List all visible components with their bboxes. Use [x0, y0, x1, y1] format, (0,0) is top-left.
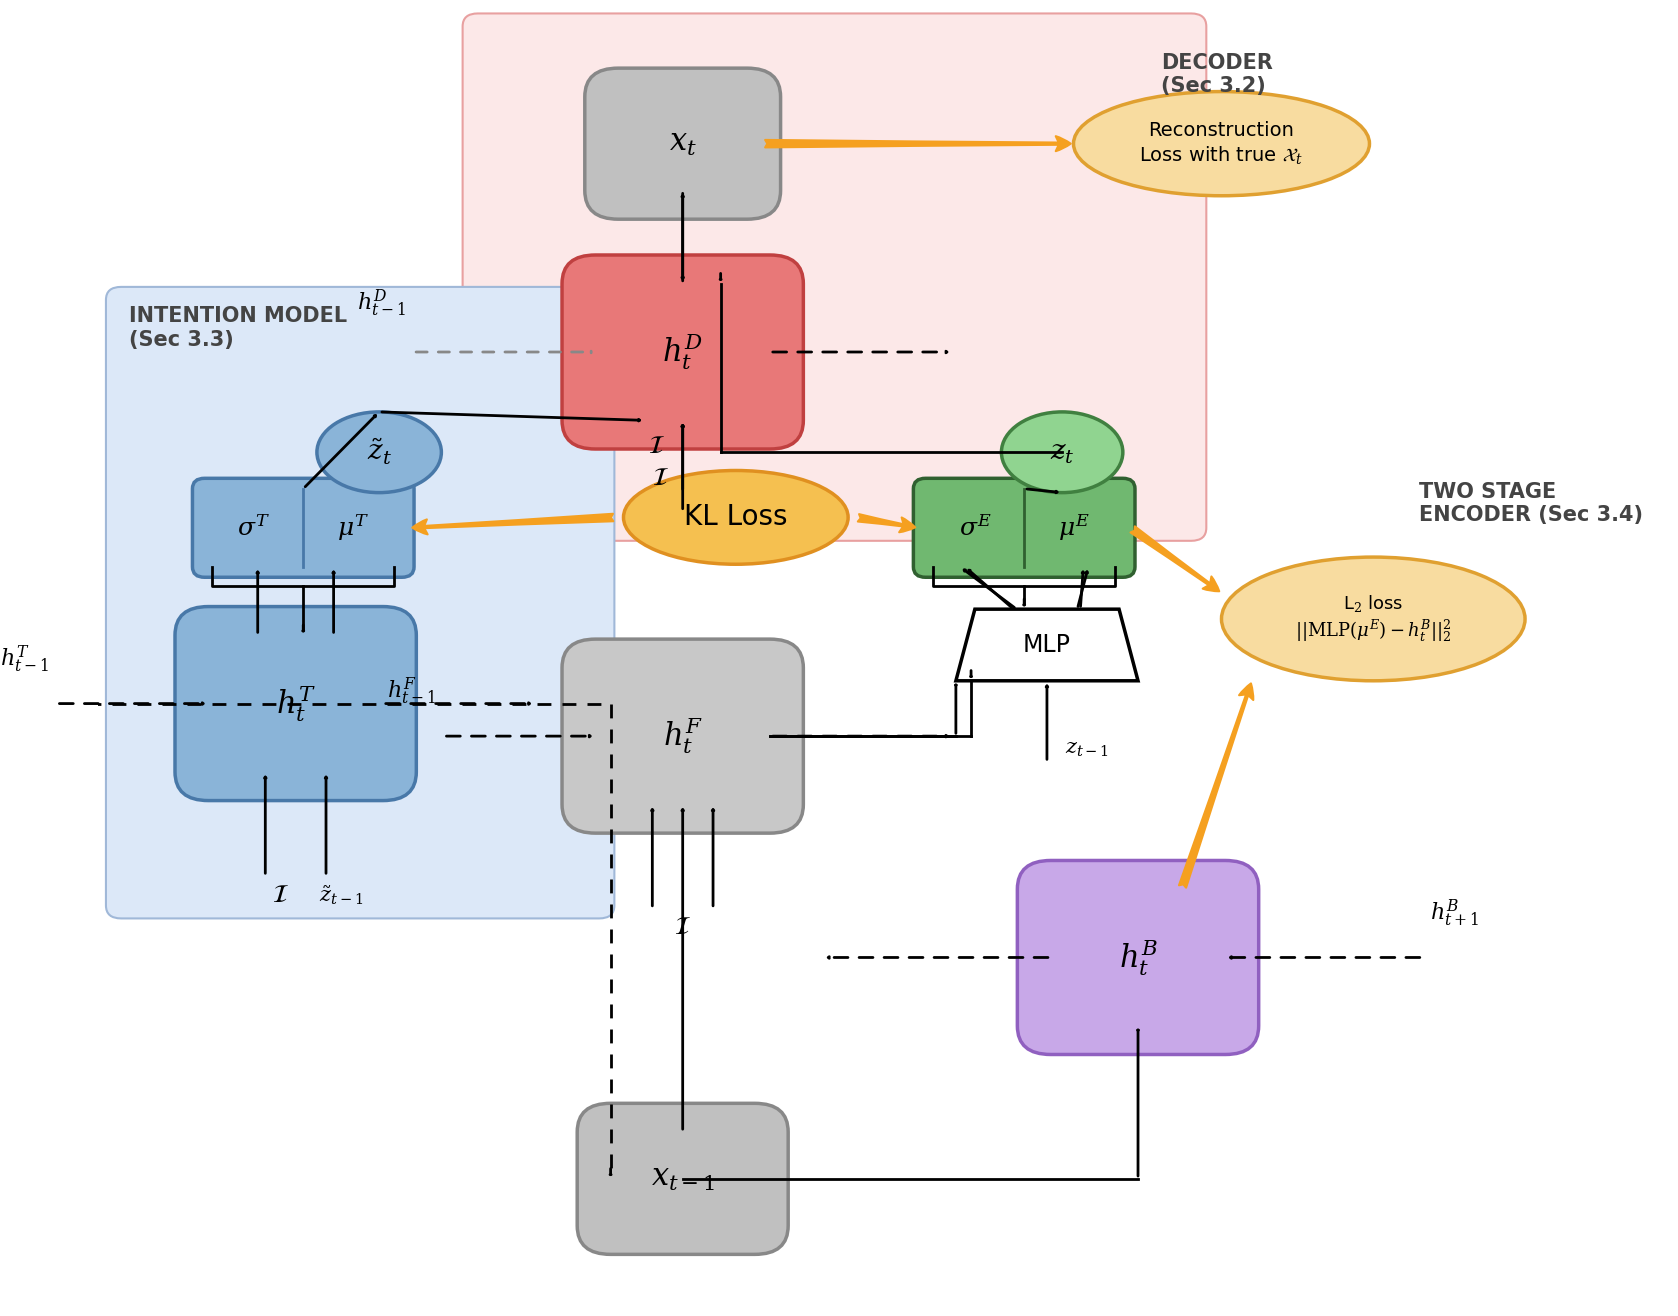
FancyBboxPatch shape: [175, 607, 416, 800]
Text: $h_{t-1}^T$: $h_{t-1}^T$: [0, 644, 49, 675]
Text: $\mu^E$: $\mu^E$: [1057, 512, 1089, 544]
FancyBboxPatch shape: [562, 255, 804, 449]
Text: INTENTION MODEL
(Sec 3.3): INTENTION MODEL (Sec 3.3): [129, 307, 347, 350]
Text: L$_2$ loss
$||\mathrm{MLP}(\mu^E) - h_t^B||_2^2$: L$_2$ loss $||\mathrm{MLP}(\mu^E) - h_t^…: [1295, 594, 1451, 645]
Text: $\tilde{z}_{t-1}$: $\tilde{z}_{t-1}$: [319, 883, 362, 907]
Text: $\sigma^T$: $\sigma^T$: [238, 515, 270, 541]
Text: KL Loss: KL Loss: [685, 504, 787, 532]
Text: $\mathcal{I}$: $\mathcal{I}$: [648, 434, 664, 458]
Text: $\sigma^E$: $\sigma^E$: [958, 515, 992, 541]
Ellipse shape: [317, 412, 441, 492]
FancyBboxPatch shape: [463, 13, 1206, 541]
Ellipse shape: [1002, 412, 1123, 492]
Text: $x_{t-1}$: $x_{t-1}$: [651, 1165, 715, 1194]
Text: $h_t^D$: $h_t^D$: [663, 332, 703, 372]
FancyBboxPatch shape: [1017, 861, 1258, 1054]
Text: $z_t$: $z_t$: [1050, 438, 1074, 466]
Text: $h_t^T$: $h_t^T$: [275, 683, 315, 724]
Ellipse shape: [624, 471, 847, 565]
Text: $h_{t-1}^D$: $h_{t-1}^D$: [356, 288, 406, 320]
Ellipse shape: [1074, 92, 1369, 196]
Text: $h_t^B$: $h_t^B$: [1119, 937, 1158, 978]
Text: $\mathcal{I}$: $\mathcal{I}$: [272, 883, 289, 907]
FancyBboxPatch shape: [193, 478, 414, 578]
Text: $\mu^T$: $\mu^T$: [337, 512, 369, 544]
Text: $\mathcal{I}$: $\mathcal{I}$: [675, 915, 691, 940]
FancyBboxPatch shape: [562, 640, 804, 833]
Text: $\mathcal{I}$: $\mathcal{I}$: [651, 466, 668, 490]
Text: DECODER
(Sec 3.2): DECODER (Sec 3.2): [1161, 53, 1272, 96]
FancyBboxPatch shape: [913, 478, 1134, 578]
FancyBboxPatch shape: [586, 68, 780, 220]
Text: $x_t$: $x_t$: [670, 129, 696, 158]
Text: TWO STAGE
ENCODER (Sec 3.4): TWO STAGE ENCODER (Sec 3.4): [1420, 482, 1643, 525]
Text: $h_{t-1}^F$: $h_{t-1}^F$: [388, 676, 436, 708]
Polygon shape: [956, 609, 1138, 680]
FancyBboxPatch shape: [106, 287, 614, 919]
Text: $h_{t+1}^B$: $h_{t+1}^B$: [1430, 898, 1480, 929]
Text: MLP: MLP: [1024, 633, 1071, 657]
Ellipse shape: [1222, 557, 1525, 680]
Text: Reconstruction
Loss with true $\mathcal{X}_t$: Reconstruction Loss with true $\mathcal{…: [1139, 121, 1304, 166]
FancyBboxPatch shape: [577, 1103, 789, 1254]
Text: $h_t^F$: $h_t^F$: [663, 716, 703, 757]
Text: $\tilde{z}_t$: $\tilde{z}_t$: [366, 437, 391, 467]
Text: $z_{t-1}$: $z_{t-1}$: [1066, 740, 1109, 759]
